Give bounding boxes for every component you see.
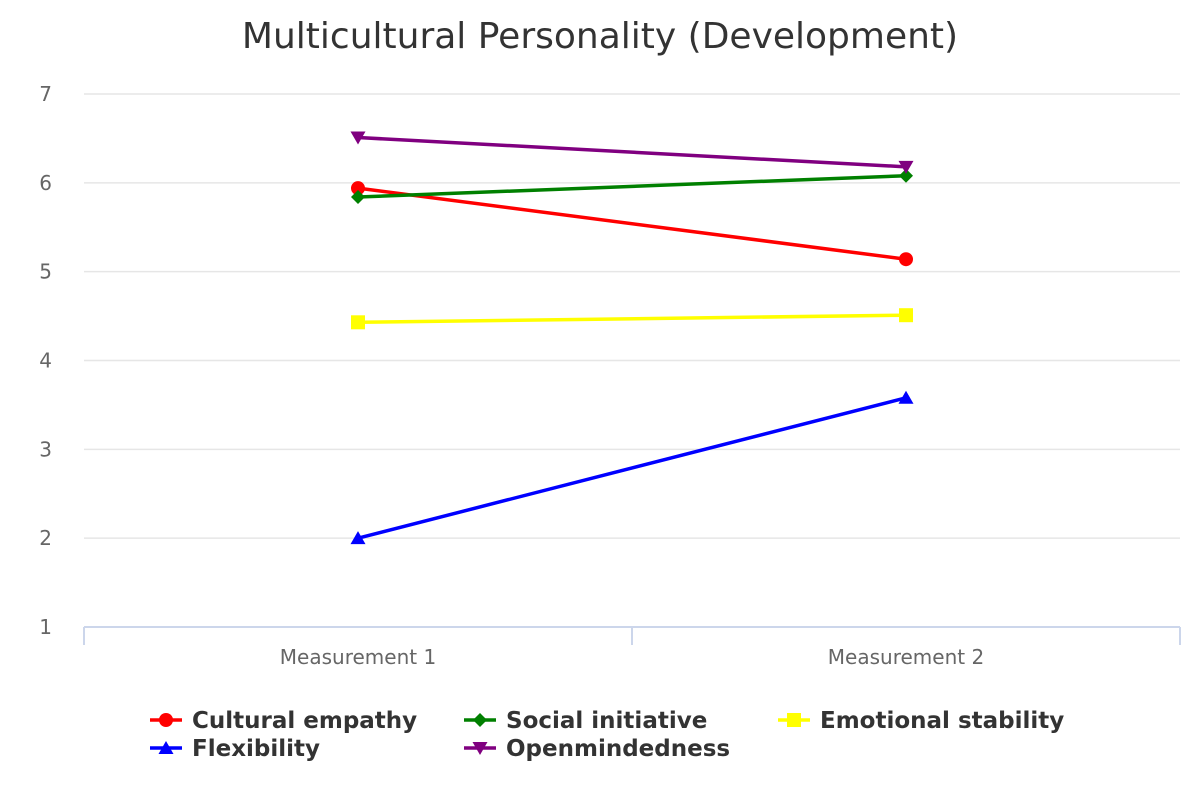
- y-tick-label: 4: [39, 349, 52, 373]
- series-emotional-stability: [351, 308, 913, 330]
- data-point: [350, 131, 366, 145]
- legend-label: Cultural empathy: [192, 708, 417, 734]
- x-tick-label: Measurement 1: [280, 645, 436, 669]
- legend-item-social-initiative[interactable]: Social initiative: [464, 708, 707, 734]
- series-line: [357, 186, 907, 261]
- legend: Cultural empathy Social initiative Emotion…: [150, 708, 1064, 762]
- legend-marker: [473, 713, 487, 727]
- y-tick-label: 7: [39, 82, 52, 106]
- y-tick-label: 3: [39, 437, 52, 461]
- series-flexibility: [350, 390, 914, 545]
- x-tick-label: Measurement 2: [828, 645, 984, 669]
- data-point: [899, 168, 913, 183]
- series-line: [357, 313, 907, 325]
- legend-marker: [787, 713, 801, 727]
- y-tick-label: 5: [39, 260, 52, 284]
- chart-title: Multicultural Personality (Development): [242, 16, 958, 57]
- legend-item-flexibility[interactable]: Flexibility: [150, 736, 320, 762]
- y-tick-label: 2: [39, 526, 52, 550]
- data-point: [898, 160, 914, 174]
- series-lines: [350, 131, 914, 545]
- data-point: [351, 181, 365, 196]
- y-tick-label: 1: [39, 615, 52, 639]
- data-point: [899, 308, 913, 323]
- y-tick-label: 6: [39, 171, 52, 195]
- x-axis-tick-labels: Measurement 1 Measurement 2: [280, 645, 984, 669]
- data-point: [351, 190, 365, 205]
- legend-label: Emotional stability: [820, 708, 1064, 734]
- data-point: [351, 315, 365, 330]
- y-axis-tick-labels: 1 2 3 4 5 6 7: [39, 82, 52, 639]
- legend-label: Openmindedness: [506, 736, 730, 762]
- legend-label: Social initiative: [506, 708, 707, 734]
- legend-item-emotional-stability[interactable]: Emotional stability: [778, 708, 1064, 734]
- x-axis: [83, 626, 1181, 645]
- series-cultural-empathy: [351, 181, 913, 267]
- series-line: [357, 396, 907, 540]
- series-social-initiative: [351, 168, 913, 205]
- data-point: [899, 252, 913, 267]
- legend-marker: [472, 742, 488, 755]
- legend-item-openmindedness[interactable]: Openmindedness: [464, 736, 730, 762]
- grid-lines: [84, 93, 1180, 539]
- data-point: [350, 531, 366, 545]
- legend-label: Flexibility: [192, 736, 320, 762]
- legend-marker: [158, 741, 174, 754]
- legend-item-cultural-empathy[interactable]: Cultural empathy: [150, 708, 417, 734]
- series-line: [357, 173, 907, 199]
- data-point: [898, 390, 914, 404]
- series-openmindedness: [350, 131, 914, 174]
- legend-marker: [159, 713, 173, 727]
- series-line: [357, 135, 907, 169]
